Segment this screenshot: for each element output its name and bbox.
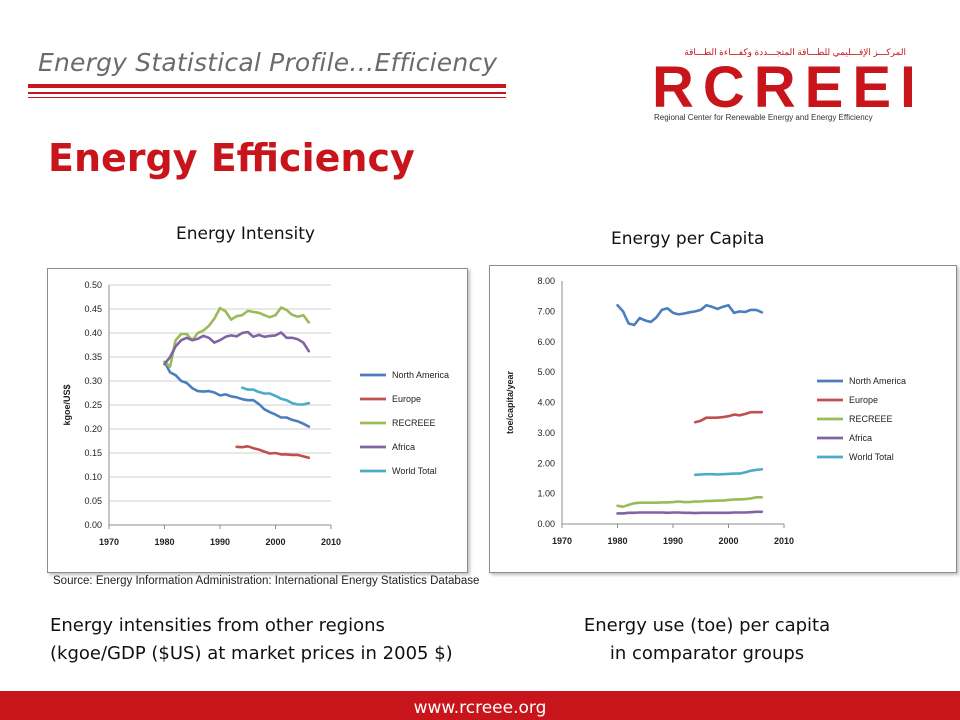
x-tick-label-2: 1990 — [210, 537, 230, 547]
series-line-recreee — [616, 496, 764, 508]
y-axis-label: kgoe/US$ — [62, 384, 72, 425]
x-tick-label-4: 2010 — [774, 536, 794, 546]
caption-right-line2: in comparator groups — [609, 643, 805, 664]
y-tick-label-2: 2.00 — [537, 458, 555, 468]
y-tick-label-10: 0.50 — [84, 280, 102, 290]
y-tick-label-3: 0.15 — [84, 448, 102, 458]
caption-left: Energy intensities from other regions (k… — [50, 612, 453, 668]
chart-title-per-capita: Energy per Capita — [611, 229, 765, 249]
x-tick-label-1: 1980 — [607, 536, 627, 546]
series-line-recreee — [163, 306, 311, 368]
series-line-europe — [693, 410, 764, 424]
y-tick-label-7: 0.35 — [84, 352, 102, 362]
legend-label-0: North America — [392, 370, 449, 380]
caption-left-line1: Energy intensities from other regions — [50, 615, 385, 636]
logo-wordmark: RCREEE — [652, 59, 912, 115]
y-tick-label-8: 8.00 — [537, 276, 555, 286]
logo-wordmark-text: RCREEE — [652, 59, 912, 115]
series-line-world-total — [240, 386, 311, 406]
y-tick-label-5: 0.25 — [84, 400, 102, 410]
y-tick-label-3: 3.00 — [537, 428, 555, 438]
x-tick-label-2: 1990 — [663, 536, 683, 546]
x-tick-label-3: 2000 — [265, 537, 285, 547]
y-tick-label-9: 0.45 — [84, 304, 102, 314]
x-tick-label-0: 1970 — [552, 536, 572, 546]
y-tick-label-0: 0.00 — [84, 520, 102, 530]
legend-label-0: North America — [849, 376, 906, 386]
header-title: Energy Statistical Profile…Efficiency — [38, 48, 498, 77]
y-axis-label: toe/capita/year — [505, 370, 515, 434]
chart-per-capita: 0.00 1.00 2.00 3.00 4.00 5.00 6.00 7.00 8.00 1970… — [505, 276, 906, 546]
x-tick-label-4: 2010 — [321, 537, 341, 547]
y-tick-label-6: 0.30 — [84, 376, 102, 386]
series-line-world-total — [693, 468, 764, 477]
logo-subtitle: Regional Center for Renewable Energy and… — [654, 113, 873, 122]
series-line-europe — [235, 445, 311, 460]
header-rule-thin-2 — [28, 97, 506, 98]
legend-label-3: Africa — [392, 442, 415, 452]
y-tick-label-5: 5.00 — [537, 367, 555, 377]
caption-right: Energy use (toe) per capita in comparato… — [556, 612, 858, 668]
series-line-africa — [616, 510, 764, 515]
rcreee-logo: المركـــز الإقـــليمي للطـــاقة المتجـــ… — [650, 45, 912, 130]
series-line-north-america — [616, 303, 764, 327]
chart-intensity-frame: 0.00 0.05 0.10 0.15 0.20 0.25 0.30 0.35 0.40 0.45… — [47, 268, 468, 573]
caption-left-line2: (kgoe/GDP ($US) at market prices in 2005… — [50, 643, 453, 664]
legend-label-1: Europe — [392, 394, 421, 404]
y-tick-label-7: 7.00 — [537, 306, 555, 316]
chart-title-intensity: Energy Intensity — [176, 224, 315, 244]
y-tick-label-2: 0.10 — [84, 472, 102, 482]
chart-per-capita-frame: 0.00 1.00 2.00 3.00 4.00 5.00 6.00 7.00 8.00 1970… — [489, 265, 957, 573]
y-tick-label-0: 0.00 — [537, 519, 555, 529]
header-rule-thin — [28, 92, 506, 94]
logo-arabic-script: المركـــز الإقـــليمي للطـــاقة المتجـــ… — [684, 47, 906, 57]
logo-arabic-text: المركـــز الإقـــليمي للطـــاقة المتجـــ… — [684, 47, 906, 57]
legend-label-1: Europe — [849, 395, 878, 405]
y-tick-label-6: 6.00 — [537, 337, 555, 347]
series-line-north-america — [163, 360, 311, 428]
page-title: Energy Efficiency — [48, 136, 415, 180]
series-line-africa — [163, 330, 311, 366]
chart-intensity: 0.00 0.05 0.10 0.15 0.20 0.25 0.30 0.35 0.40 0.45… — [62, 280, 449, 547]
legend-label-4: World Total — [849, 452, 894, 462]
y-tick-label-4: 0.20 — [84, 424, 102, 434]
header-rule-thick — [28, 84, 506, 88]
legend-label-3: Africa — [849, 433, 872, 443]
caption-right-line1: Energy use (toe) per capita — [583, 615, 831, 636]
source-note: Source: Energy Information Administratio… — [53, 575, 480, 587]
footer-url-link[interactable]: www.rcreee.org — [413, 698, 547, 718]
x-tick-label-0: 1970 — [99, 537, 119, 547]
y-tick-label-1: 0.05 — [84, 496, 102, 506]
x-tick-label-1: 1980 — [154, 537, 174, 547]
x-tick-label-3: 2000 — [718, 536, 738, 546]
y-tick-label-8: 0.40 — [84, 328, 102, 338]
legend-label-2: RECREEE — [849, 414, 893, 424]
footer-bar — [0, 691, 960, 720]
y-tick-label-4: 4.00 — [537, 398, 555, 408]
legend-label-2: RECREEE — [392, 418, 436, 428]
y-tick-label-1: 1.00 — [537, 489, 555, 499]
legend-label-4: World Total — [392, 466, 437, 476]
